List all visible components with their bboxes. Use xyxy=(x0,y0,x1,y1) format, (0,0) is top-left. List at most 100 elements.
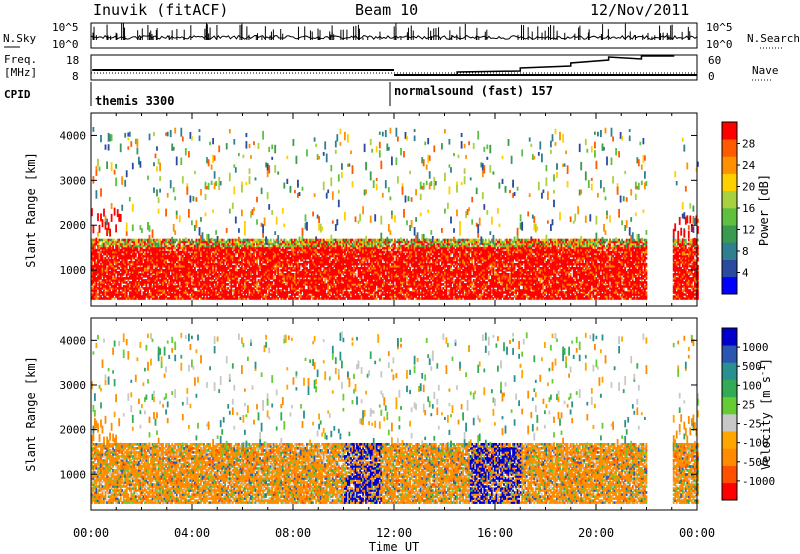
power-cell xyxy=(104,238,107,242)
power-cell xyxy=(172,256,175,260)
power-cell xyxy=(150,262,152,266)
power-cell xyxy=(327,242,330,246)
power-cell xyxy=(145,264,148,268)
power-cell xyxy=(200,189,202,196)
power-cell xyxy=(125,293,128,296)
power-cell xyxy=(319,240,322,244)
power-cell xyxy=(247,252,249,256)
power-cell xyxy=(309,271,311,274)
power-cell xyxy=(269,289,272,292)
power-cell xyxy=(230,277,233,280)
power-cell xyxy=(92,127,95,132)
power-cell xyxy=(339,297,342,300)
power-cell xyxy=(203,275,205,278)
power-cell xyxy=(130,244,133,248)
power-cell xyxy=(139,244,142,248)
power-cell xyxy=(125,271,128,274)
power-cell xyxy=(274,291,277,294)
power-cell xyxy=(242,240,245,244)
power-cell xyxy=(272,252,275,256)
power-cell xyxy=(118,242,121,246)
power-cell xyxy=(180,246,183,250)
power-cell xyxy=(281,295,284,298)
power-cell xyxy=(275,285,278,288)
power-cell xyxy=(248,262,251,266)
power-cell xyxy=(138,256,140,260)
power-cell xyxy=(169,260,172,264)
power-cell xyxy=(344,260,346,264)
power-cell xyxy=(298,256,301,260)
power-cell xyxy=(265,295,267,298)
power-cell xyxy=(94,267,96,270)
power-cell xyxy=(333,283,336,286)
power-cell xyxy=(322,285,325,288)
power-cell xyxy=(194,258,196,262)
power-cell xyxy=(121,176,124,185)
power-cell xyxy=(180,291,183,294)
power-cell xyxy=(347,258,349,262)
power-cell xyxy=(148,225,151,232)
power-cell xyxy=(219,181,222,186)
power-cell xyxy=(165,297,167,300)
power-cell xyxy=(300,295,302,298)
power-cell xyxy=(303,267,305,270)
power-cell xyxy=(241,250,243,254)
power-cell xyxy=(321,256,324,260)
power-cell xyxy=(107,258,110,262)
power-cell xyxy=(304,242,307,246)
power-cell xyxy=(278,260,281,264)
power-cell xyxy=(325,256,328,260)
power-cell xyxy=(188,283,190,286)
power-cell xyxy=(116,246,119,250)
power-cell xyxy=(309,238,311,242)
power-cell xyxy=(248,248,251,252)
power-cell xyxy=(253,295,255,298)
power-cell xyxy=(319,258,322,262)
power-cell xyxy=(289,252,292,256)
power-cell xyxy=(230,273,233,276)
power-cell xyxy=(328,240,331,244)
power-cell xyxy=(115,242,117,246)
power-cell xyxy=(91,238,93,242)
power-cell xyxy=(218,283,221,286)
power-cell xyxy=(251,293,254,296)
power-cell xyxy=(281,248,284,252)
power-cell xyxy=(177,248,180,252)
power-cell xyxy=(212,289,214,292)
power-cell xyxy=(303,256,305,260)
power-cell xyxy=(150,279,152,282)
power-cell xyxy=(272,246,275,250)
power-cell xyxy=(109,271,111,274)
power-cell xyxy=(116,277,119,280)
power-cell xyxy=(245,297,248,300)
power-cell xyxy=(307,271,310,274)
power-cell xyxy=(251,260,254,264)
power-cell xyxy=(247,287,249,290)
power-cell xyxy=(336,246,339,250)
power-cell xyxy=(347,252,349,256)
power-cell xyxy=(236,250,239,254)
power-cell xyxy=(319,273,322,276)
power-cell xyxy=(239,281,242,284)
power-cell xyxy=(331,289,334,292)
power-cell xyxy=(321,264,324,268)
power-cell xyxy=(160,254,163,258)
power-cell xyxy=(265,262,267,266)
power-cell xyxy=(169,180,172,189)
power-cell xyxy=(172,238,175,242)
power-cell xyxy=(242,242,245,246)
power-cell xyxy=(286,269,289,272)
power-cell xyxy=(218,145,221,153)
power-cell xyxy=(200,246,202,250)
power-cell xyxy=(262,238,264,242)
power-cell xyxy=(300,293,302,296)
power-cell xyxy=(294,240,296,244)
power-cell xyxy=(201,238,204,242)
power-cell xyxy=(316,269,319,272)
power-cell xyxy=(92,279,95,282)
power-cell xyxy=(215,275,217,278)
power-cell xyxy=(156,279,158,282)
power-cell xyxy=(307,254,310,258)
power-cell xyxy=(331,191,334,200)
power-cell xyxy=(203,293,205,296)
